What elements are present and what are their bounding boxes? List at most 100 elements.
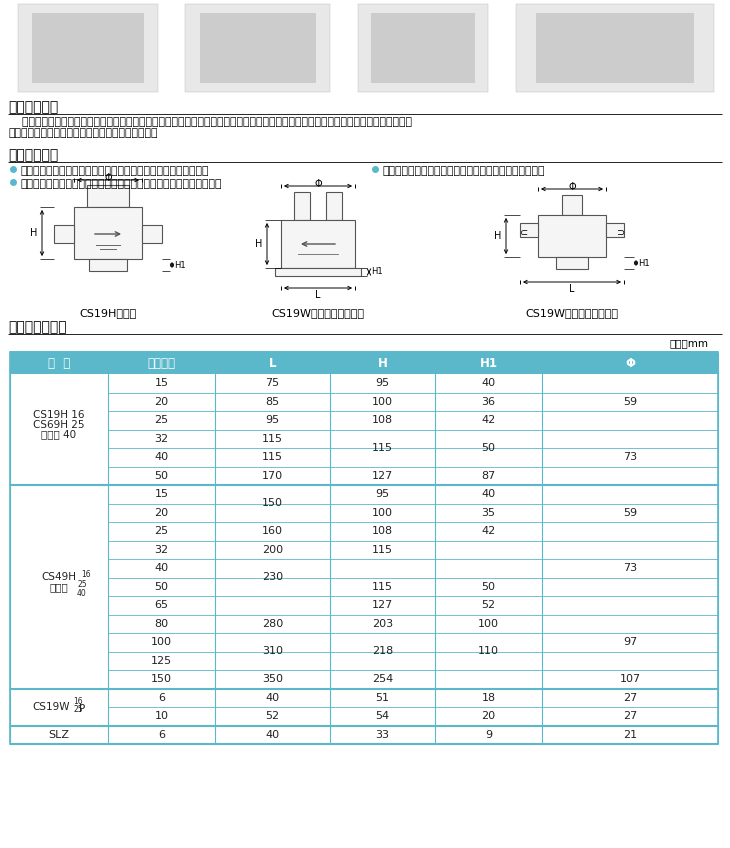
- Text: 一、产品介绍: 一、产品介绍: [8, 100, 58, 114]
- Bar: [18, 4, 158, 92]
- Text: 115: 115: [372, 582, 393, 592]
- Text: 50: 50: [482, 443, 496, 453]
- Bar: [87, 185, 129, 207]
- Text: 20: 20: [155, 397, 169, 407]
- Text: 蒸汽主管道，伴热管、夹套锅及各种小型蒸汽设备。: 蒸汽主管道，伴热管、夹套锅及各种小型蒸汽设备。: [8, 128, 158, 138]
- Text: H: H: [493, 231, 501, 241]
- Text: 50: 50: [482, 582, 496, 592]
- Text: 27: 27: [623, 693, 637, 703]
- Text: 218: 218: [372, 646, 393, 656]
- Text: H: H: [377, 357, 388, 370]
- Text: 150: 150: [151, 674, 172, 684]
- Text: 可承受过热蒸汽、抗冰冻能力强，安装集团不受限制，均能正常工作。: 可承受过热蒸汽、抗冰冻能力强，安装集团不受限制，均能正常工作。: [20, 179, 221, 189]
- Text: 73: 73: [623, 563, 637, 573]
- Text: CS49H: CS49H: [42, 572, 77, 582]
- Text: P: P: [79, 704, 85, 714]
- Text: 35: 35: [482, 508, 496, 518]
- Bar: [516, 4, 714, 92]
- Text: 10: 10: [155, 711, 169, 722]
- Bar: [54, 225, 74, 243]
- Text: 北京式: 北京式: [50, 582, 69, 592]
- Text: 100: 100: [372, 397, 393, 407]
- Text: 100: 100: [478, 619, 499, 628]
- Text: 59: 59: [623, 397, 637, 407]
- Text: 50: 50: [155, 582, 169, 592]
- Text: 32: 32: [155, 433, 169, 444]
- Text: 95: 95: [266, 416, 280, 425]
- Bar: [536, 13, 694, 83]
- Text: 15: 15: [155, 489, 169, 499]
- Text: CS19W仪表不锈钢疏水阀: CS19W仪表不锈钢疏水阀: [526, 308, 618, 318]
- Text: 25: 25: [77, 580, 87, 589]
- Text: 75: 75: [266, 378, 280, 388]
- Bar: [275, 268, 361, 276]
- Bar: [606, 223, 624, 237]
- Text: 100: 100: [151, 637, 172, 647]
- Text: CS19W: CS19W: [32, 702, 70, 712]
- Text: CS19H 16: CS19H 16: [34, 410, 85, 420]
- Text: H1: H1: [480, 357, 498, 370]
- Text: SLZ: SLZ: [48, 730, 69, 739]
- Text: 200: 200: [262, 544, 283, 555]
- Text: 33: 33: [375, 730, 390, 739]
- Text: 公称通径: 公称通径: [147, 357, 175, 370]
- Text: H1: H1: [638, 259, 650, 267]
- Text: ⊂: ⊂: [520, 228, 528, 238]
- Text: 254: 254: [372, 674, 393, 684]
- Text: 21: 21: [623, 730, 637, 739]
- Bar: [538, 215, 606, 257]
- Text: 170: 170: [262, 471, 283, 481]
- Text: 115: 115: [372, 443, 393, 453]
- Text: 27: 27: [623, 711, 637, 722]
- Text: 73: 73: [623, 452, 637, 462]
- Text: 59: 59: [623, 508, 637, 518]
- Text: 50: 50: [155, 471, 169, 481]
- Text: 350: 350: [262, 674, 283, 684]
- Text: 230: 230: [262, 572, 283, 583]
- Text: 95: 95: [375, 489, 390, 499]
- Text: 型  号: 型 号: [48, 357, 70, 370]
- Bar: [294, 192, 310, 220]
- Text: 51: 51: [375, 693, 390, 703]
- Text: 具有空气排放装置，迅速排除初时空气、保证快速启动。: 具有空气排放装置，迅速排除初时空气、保证快速启动。: [382, 166, 545, 176]
- Text: 107: 107: [620, 674, 640, 684]
- Text: 15: 15: [155, 378, 169, 388]
- Text: Φ: Φ: [314, 179, 322, 189]
- Text: 25: 25: [73, 705, 82, 713]
- Text: 三、技术参数表: 三、技术参数表: [8, 320, 66, 334]
- Text: L: L: [269, 357, 276, 370]
- Bar: [142, 225, 162, 243]
- Text: Φ: Φ: [625, 357, 635, 370]
- Text: 6: 6: [158, 693, 165, 703]
- Bar: [358, 4, 488, 92]
- Text: 20: 20: [482, 711, 496, 722]
- Text: 125: 125: [151, 656, 172, 666]
- Text: CS19H北京式: CS19H北京式: [80, 308, 137, 318]
- Text: Φ: Φ: [104, 173, 112, 183]
- Text: 9: 9: [485, 730, 492, 739]
- Text: 单位：mm: 单位：mm: [670, 338, 709, 348]
- Text: 16: 16: [73, 696, 82, 706]
- Text: 36: 36: [482, 397, 496, 407]
- Text: 127: 127: [372, 600, 393, 611]
- Text: 100: 100: [372, 508, 393, 518]
- Text: 40: 40: [155, 563, 169, 573]
- Text: 16: 16: [81, 570, 91, 579]
- Bar: [556, 257, 588, 269]
- Bar: [371, 13, 475, 83]
- Text: 310: 310: [262, 646, 283, 656]
- Text: 42: 42: [481, 527, 496, 536]
- Text: 40: 40: [155, 452, 169, 462]
- Text: 150: 150: [262, 499, 283, 509]
- Bar: [281, 220, 355, 268]
- Text: 65: 65: [155, 600, 169, 611]
- Text: 北京式 40: 北京式 40: [42, 429, 77, 439]
- Bar: [10, 352, 718, 744]
- Text: L: L: [315, 290, 320, 300]
- Text: H1: H1: [371, 267, 383, 276]
- Text: 80: 80: [155, 619, 169, 628]
- Text: 85: 85: [266, 397, 280, 407]
- Text: 127: 127: [372, 471, 393, 481]
- Text: 52: 52: [482, 600, 496, 611]
- Text: 6: 6: [158, 730, 165, 739]
